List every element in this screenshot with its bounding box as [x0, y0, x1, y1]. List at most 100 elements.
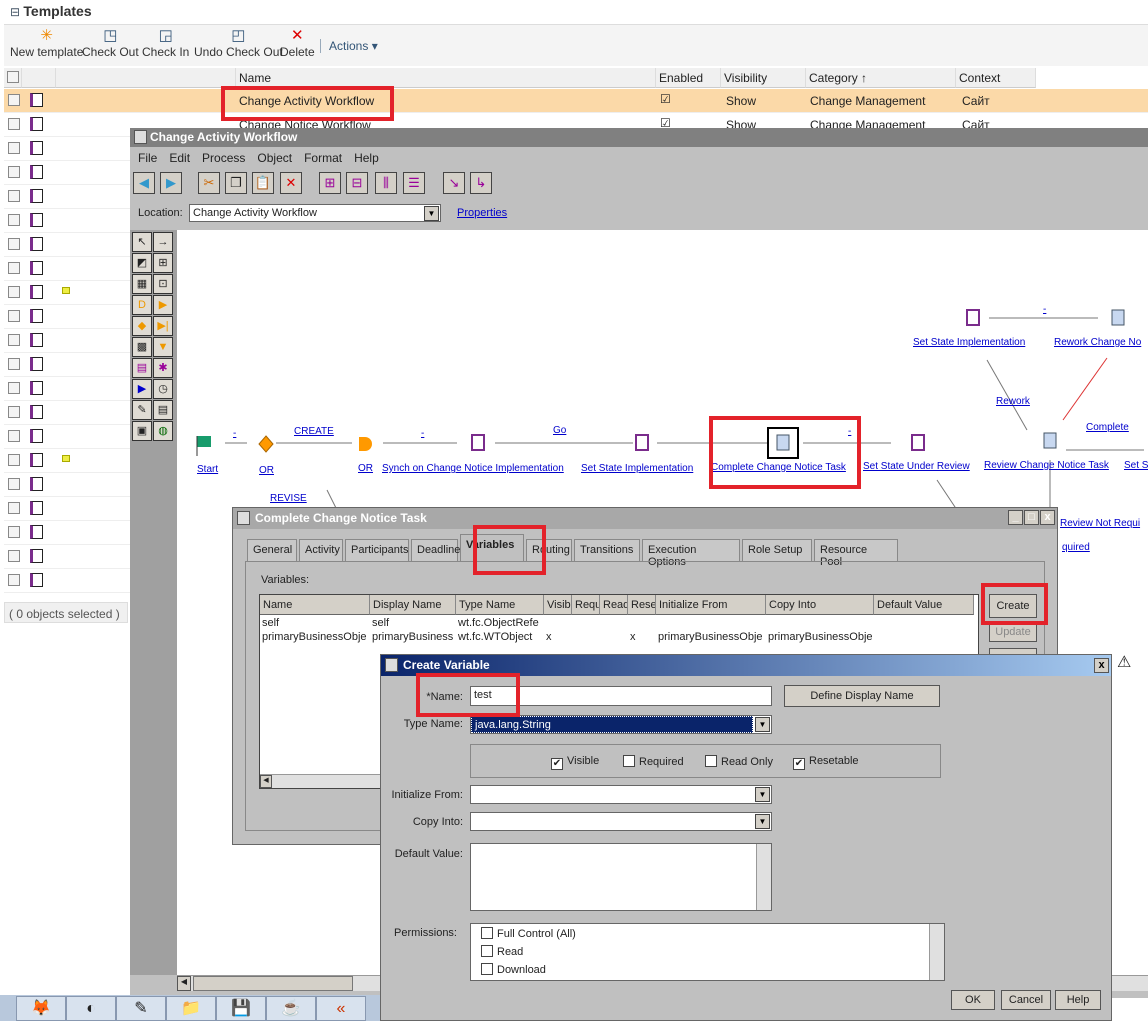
visible-checkbox[interactable]: ✔ Visible — [551, 755, 600, 770]
variables-column-header[interactable]: Name — [260, 595, 370, 615]
close-icon[interactable]: x — [1040, 510, 1055, 525]
variables-column-header[interactable]: Type Name — [456, 595, 544, 615]
new-template-button[interactable]: ✳ New template — [10, 27, 84, 59]
forward-icon[interactable]: ▶ — [160, 172, 182, 194]
variables-column-header[interactable]: Rese — [628, 595, 656, 615]
table-row[interactable] — [4, 137, 130, 161]
row-checkbox[interactable] — [8, 382, 20, 394]
table-row[interactable]: Change Activity Workflow ☑ Show Change M… — [4, 89, 1148, 113]
start-tool-icon[interactable]: ▶ — [132, 379, 152, 399]
scroll-thumb[interactable] — [193, 976, 353, 991]
cut-icon[interactable]: ✂ — [198, 172, 220, 194]
scrollbar[interactable] — [756, 844, 771, 910]
tab-role-setup[interactable]: Role Setup — [742, 539, 812, 561]
check-in-button[interactable]: ◲ Check In — [142, 27, 190, 59]
variables-cell[interactable]: primaryBusinessObje — [768, 631, 873, 643]
row-checkbox[interactable] — [8, 526, 20, 538]
copy-into-select[interactable]: ▼ — [470, 812, 772, 831]
column-enabled[interactable]: Enabled — [656, 68, 721, 88]
location-select[interactable]: Change Activity Workflow ▼ — [189, 204, 441, 222]
permission-full-control[interactable]: Full Control (All) — [481, 927, 576, 940]
save-icon[interactable]: 💾 — [216, 996, 266, 1021]
align-horizontal-icon[interactable]: ⊞ — [319, 172, 341, 194]
task-tool-icon[interactable]: ◩ — [132, 253, 152, 273]
menu-object[interactable]: Object — [257, 151, 293, 165]
tab-transitions[interactable]: Transitions — [574, 539, 640, 561]
row-checkbox[interactable] — [8, 430, 20, 442]
distribute-horizontal-icon[interactable]: ⫼ — [375, 172, 397, 194]
row-checkbox[interactable] — [8, 550, 20, 562]
ok-button[interactable]: OK — [951, 990, 995, 1010]
java-icon[interactable]: ☕ — [266, 996, 316, 1021]
variables-cell[interactable]: wt.fc.ObjectRefe — [458, 617, 539, 629]
menu-edit[interactable]: Edit — [169, 151, 191, 165]
row-checkbox[interactable] — [8, 190, 20, 202]
web-tool-icon[interactable]: ◍ — [153, 421, 173, 441]
folder-icon[interactable]: 📁 — [166, 996, 216, 1021]
table-row[interactable] — [4, 353, 130, 377]
row-checkbox[interactable] — [8, 262, 20, 274]
menu-file[interactable]: File — [138, 151, 158, 165]
row-checkbox[interactable] — [8, 478, 20, 490]
collapse-icon[interactable]: ⊟ — [10, 5, 24, 19]
permission-read[interactable]: Read — [481, 945, 523, 958]
subprocess-tool-icon[interactable]: ⊞ — [153, 253, 173, 273]
scrollbar[interactable] — [929, 924, 944, 980]
scroll-left-icon[interactable]: ◀ — [260, 775, 272, 788]
set-state-tool-icon[interactable]: ✱ — [153, 358, 173, 378]
cancel-button[interactable]: Cancel — [1001, 990, 1051, 1010]
row-checkbox[interactable] — [8, 238, 20, 250]
table-row[interactable] — [4, 305, 130, 329]
row-name[interactable]: Change Activity Workflow — [239, 94, 375, 108]
maximize-icon[interactable]: □ — [1024, 510, 1039, 525]
table-row[interactable] — [4, 185, 130, 209]
java-app-icon[interactable]: « — [316, 996, 366, 1021]
and-tool-icon[interactable]: D — [132, 295, 152, 315]
table-row[interactable] — [4, 233, 130, 257]
checkered-tool-icon[interactable]: ▩ — [132, 337, 152, 357]
permission-download[interactable]: Download — [481, 963, 546, 976]
table-row[interactable] — [4, 377, 130, 401]
table-row[interactable] — [4, 209, 130, 233]
table-row[interactable] — [4, 569, 130, 593]
straight-link-icon[interactable]: ↘ — [443, 172, 465, 194]
variables-cell[interactable]: primaryBusinessObje — [658, 631, 763, 643]
eclipse-icon[interactable]: ◐ — [66, 996, 116, 1021]
tab-deadline[interactable]: Deadline — [411, 539, 460, 561]
read-only-checkbox[interactable]: Read Only — [705, 755, 773, 768]
distribute-vertical-icon[interactable]: ☰ — [403, 172, 425, 194]
timer-tool-icon[interactable]: ◷ — [153, 379, 173, 399]
row-checkbox[interactable] — [8, 142, 20, 154]
menu-format[interactable]: Format — [304, 151, 343, 165]
copy-icon[interactable]: ❐ — [225, 172, 247, 194]
table-row[interactable] — [4, 425, 130, 449]
row-checkbox[interactable] — [8, 334, 20, 346]
paste-icon[interactable]: 📋 — [252, 172, 274, 194]
tab-participants[interactable]: Participants — [345, 539, 409, 561]
column-context[interactable]: Context — [956, 68, 1036, 88]
row-checkbox[interactable] — [8, 118, 20, 130]
block-tool-icon[interactable]: ▦ — [132, 274, 152, 294]
conditional-tool-icon[interactable]: ◆ — [132, 316, 152, 336]
variables-column-header[interactable]: Display Name — [370, 595, 456, 615]
variables-cell[interactable]: self — [372, 617, 390, 629]
tab-execution-options[interactable]: Execution Options — [642, 539, 740, 568]
name-input[interactable]: test — [470, 686, 772, 706]
help-button[interactable]: Help — [1055, 990, 1101, 1010]
expression-tool-icon[interactable]: ✎ — [132, 400, 152, 420]
create-button[interactable]: Create — [989, 594, 1037, 618]
align-vertical-icon[interactable]: ⊟ — [346, 172, 368, 194]
note-tool-icon[interactable]: ▣ — [132, 421, 152, 441]
notepad-icon[interactable]: ✎ — [116, 996, 166, 1021]
table-row[interactable] — [4, 257, 130, 281]
row-checkbox[interactable] — [8, 502, 20, 514]
resetable-checkbox[interactable]: ✔ Resetable — [793, 755, 859, 770]
row-checkbox[interactable] — [8, 454, 20, 466]
initialize-from-select[interactable]: ▼ — [470, 785, 772, 804]
row-checkbox[interactable] — [8, 166, 20, 178]
menu-process[interactable]: Process — [202, 151, 246, 165]
variables-cell[interactable]: x — [546, 631, 552, 643]
variables-column-header[interactable]: Initialize From — [656, 595, 766, 615]
table-row[interactable] — [4, 161, 130, 185]
tab-activity[interactable]: Activity — [299, 539, 343, 561]
